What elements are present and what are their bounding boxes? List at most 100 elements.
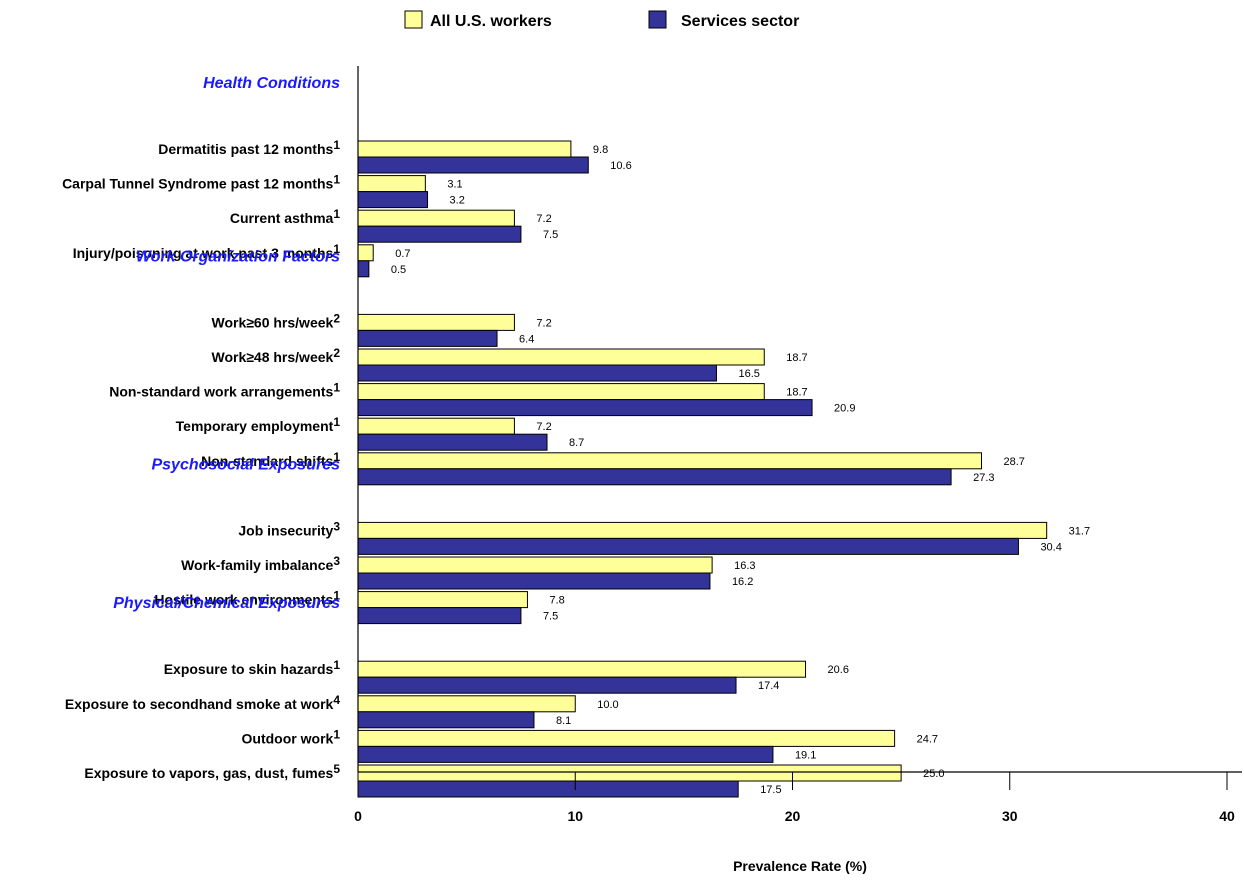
data-label: 18.7 [786,387,807,399]
category-label: Job insecurity3 [238,519,340,538]
bar-all-workers [357,660,807,678]
bar-services-sector [357,329,498,347]
category-label: Work≥60 hrs/week2 [211,311,340,330]
data-label: 18.7 [786,352,807,364]
data-label: 19.1 [795,749,816,761]
data-label: 3.2 [450,195,465,207]
category-group: Work≥60 hrs/week2 7.26.4 [211,311,552,347]
category-group: Job insecurity3 31.7 30.4 [238,519,1090,555]
category-group: Carpal Tunnel Syndrome past 12 months1 3.… [62,173,465,209]
legend-swatch-1 [648,10,667,29]
x-tick-label: 30 [1002,808,1018,824]
category-label-text: Non-standard work arrangements [109,384,333,400]
x-tick-label: 20 [785,808,801,824]
data-label: 30.4 [1040,541,1061,553]
category-footnote: 1 [333,207,340,221]
category-label-text: Carpal Tunnel Syndrome past 12 months [62,176,333,192]
bar-all-workers [357,591,528,609]
category-group: Exposure to skin hazards1 20.6 17.4 [164,658,849,694]
category-label: Temporary employment1 [176,415,341,434]
x-axis-title: Prevalence Rate (%) [733,858,867,874]
legend-label-1: Services sector [681,13,799,30]
bar-services-sector [357,260,370,278]
category-footnote: 1 [333,658,340,672]
category-footnote: 1 [333,415,340,429]
category-label-text: Hostile work environments [154,592,333,608]
category-label-text: Job insecurity [238,522,333,538]
category-group: Current asthma1 7.2 7.5 [230,207,558,243]
category-label-text: Work-family imbalance [181,557,333,573]
bar-all-workers [357,348,765,366]
bar-all-workers [357,209,515,227]
category-group: Exposure to vapors, gas, dust, fumes5 25.… [84,762,945,798]
data-label: 0.7 [395,248,410,260]
category-footnote: 1 [333,242,340,256]
category-group: Work-family imbalance3 16.3 16.2 [181,554,756,590]
bar-all-workers [357,521,1048,539]
data-label: 20.6 [828,664,849,676]
data-label: 6.4 [519,333,534,345]
category-label-text: Exposure to secondhand smoke at work [65,696,334,712]
data-label: 3.1 [447,179,462,191]
legend: All U.S. workers Services sector [404,10,799,30]
category-label: Hostile work environments1 [154,589,340,608]
data-label: 7.8 [549,595,564,607]
bar-all-workers [357,175,426,193]
category-label-text: Temporary employment [176,418,334,434]
bar-services-sector [357,780,739,798]
category-footnote: 1 [333,138,340,152]
bar-all-workers [357,417,515,435]
x-tick-label: 10 [567,808,583,824]
category-label: Current asthma1 [230,207,340,226]
category-label-text: Work≥48 hrs/week [211,349,333,365]
bar-services-sector [357,191,429,209]
category-label: Work≥48 hrs/week2 [211,346,340,365]
bar-all-workers [357,140,572,158]
section-label: Physical/Chemical Exposures [113,595,340,612]
bar-services-sector [357,537,1019,555]
data-label: 8.1 [556,715,571,727]
category-footnote: 1 [333,589,340,603]
bar-services-sector [357,745,774,763]
category-label: Non-standard work arrangements1 [109,381,340,400]
section-label: Health Conditions [203,75,340,92]
data-label: 16.5 [738,368,759,380]
category-group: Temporary employment1 7.2 8.7 [176,415,584,451]
category-label-text: Exposure to vapors, gas, dust, fumes [84,765,333,781]
category-label: Exposure to skin hazards1 [164,658,341,677]
data-label: 10.0 [597,699,618,711]
data-label: 7.5 [543,611,558,623]
category-footnote: 1 [333,173,340,187]
category-label: Carpal Tunnel Syndrome past 12 months1 [62,173,340,192]
data-label: 31.7 [1069,525,1090,537]
data-label: 10.6 [610,160,631,172]
bar-all-workers [357,695,576,713]
category-label-text: Non-standard shifts [201,453,333,469]
bar-services-sector [357,711,535,729]
category-label-text: Work≥60 hrs/week [211,314,333,330]
x-tick-label: 40 [1219,808,1235,824]
category-label-text: Current asthma [230,210,334,226]
category-footnote: 2 [333,311,340,325]
x-tick-label: 0 [354,808,362,824]
data-label: 17.4 [758,680,779,692]
data-label: 8.7 [569,437,584,449]
category-label: Exposure to secondhand smoke at work4 [65,693,340,712]
bar-all-workers [357,764,902,782]
category-footnote: 3 [333,554,340,568]
chart-rows: Health Conditions Dermatitis past 12 mont… [62,75,1090,798]
category-footnote: 2 [333,346,340,360]
data-label: 20.9 [834,403,855,415]
bar-all-workers [357,556,713,574]
category-footnote: 1 [333,450,340,464]
section-label: Work Organization Factors [136,248,340,265]
data-label: 0.5 [391,264,406,276]
bar-services-sector [357,572,711,590]
category-footnote: 1 [333,381,340,395]
bar-all-workers [357,729,896,747]
data-label: 16.3 [734,560,755,572]
category-footnote: 1 [333,727,340,741]
data-label: 7.2 [536,421,551,433]
category-group: Non-standard work arrangements1 18.7 20.9 [109,381,855,417]
legend-swatch-0 [404,10,423,29]
